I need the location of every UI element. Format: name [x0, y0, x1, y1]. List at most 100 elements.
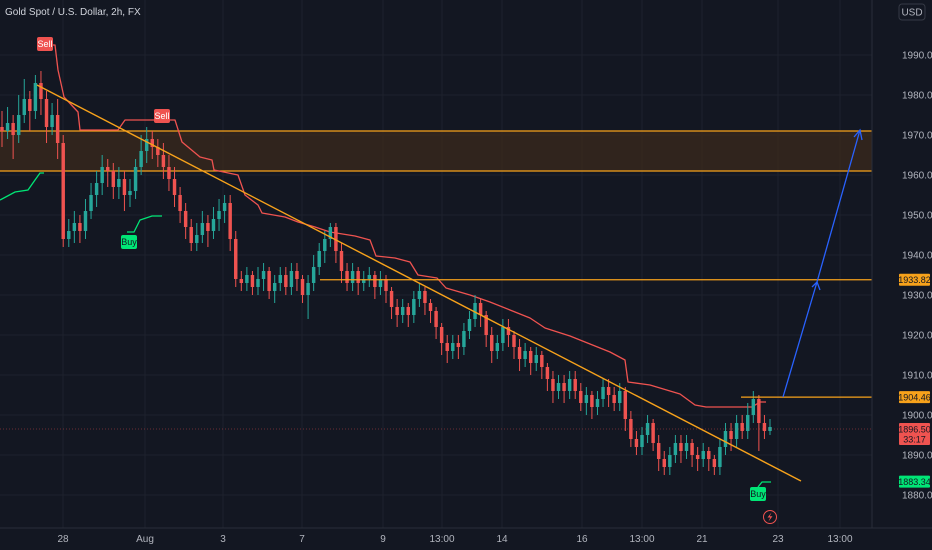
- candle-body[interactable]: [55, 115, 60, 143]
- candle-body[interactable]: [300, 279, 305, 295]
- candle-body[interactable]: [478, 303, 483, 315]
- candle-body[interactable]: [50, 115, 54, 127]
- candle-body[interactable]: [712, 459, 717, 467]
- candle-body[interactable]: [5, 123, 10, 131]
- candle-body[interactable]: [239, 279, 244, 283]
- candle-body[interactable]: [762, 423, 767, 431]
- candle-body[interactable]: [601, 387, 605, 399]
- candle-body[interactable]: [590, 395, 594, 407]
- candle-body[interactable]: [634, 439, 639, 447]
- candle-body[interactable]: [684, 443, 689, 451]
- candle-body[interactable]: [339, 251, 344, 271]
- candle-body[interactable]: [261, 271, 266, 279]
- candle-body[interactable]: [167, 167, 171, 179]
- candle-body[interactable]: [612, 395, 616, 403]
- candle-body[interactable]: [234, 239, 238, 279]
- candle-body[interactable]: [128, 191, 132, 195]
- lightning-icon[interactable]: [763, 510, 777, 524]
- candle-body[interactable]: [467, 319, 472, 331]
- candle-body[interactable]: [495, 343, 500, 351]
- candles[interactable]: [0, 71, 772, 475]
- candle-body[interactable]: [517, 347, 522, 359]
- candle-body[interactable]: [378, 279, 383, 287]
- candle-body[interactable]: [484, 315, 488, 335]
- candle-body[interactable]: [183, 211, 188, 227]
- candle-body[interactable]: [94, 183, 99, 195]
- candle-body[interactable]: [256, 279, 260, 287]
- candle-body[interactable]: [540, 355, 544, 367]
- candle-body[interactable]: [567, 379, 572, 391]
- candle-body[interactable]: [556, 383, 561, 391]
- candle-body[interactable]: [723, 431, 728, 447]
- candle-body[interactable]: [206, 223, 210, 231]
- candle-body[interactable]: [11, 123, 15, 135]
- candle-body[interactable]: [156, 147, 160, 155]
- currency-button-frame[interactable]: [898, 3, 926, 21]
- candle-body[interactable]: [334, 227, 338, 251]
- candle-body[interactable]: [122, 179, 127, 195]
- candle-body[interactable]: [189, 227, 193, 243]
- price-axis[interactable]: 1880.00 1890.00 1900.00 1910.00 1920.00 1930.…: [902, 51, 932, 502]
- candle-body[interactable]: [83, 211, 88, 231]
- candle-body[interactable]: [551, 379, 555, 391]
- candle-body[interactable]: [0, 127, 4, 131]
- candle-body[interactable]: [395, 307, 399, 315]
- candle-body[interactable]: [356, 271, 360, 283]
- candle-body[interactable]: [417, 291, 422, 299]
- candle-body[interactable]: [490, 335, 494, 351]
- candle-body[interactable]: [106, 167, 110, 171]
- candle-body[interactable]: [67, 231, 71, 239]
- candle-body[interactable]: [245, 275, 249, 283]
- candle-body[interactable]: [445, 343, 449, 351]
- candle-body[interactable]: [139, 151, 143, 167]
- candle-body[interactable]: [623, 391, 628, 419]
- candle-body[interactable]: [406, 307, 410, 315]
- drawings[interactable]: [0, 84, 872, 482]
- candle-body[interactable]: [373, 275, 377, 287]
- candle-body[interactable]: [718, 447, 722, 467]
- candle-body[interactable]: [534, 355, 538, 363]
- candle-body[interactable]: [44, 99, 49, 127]
- candle-body[interactable]: [111, 171, 116, 187]
- candle-body[interactable]: [512, 335, 516, 347]
- candle-body[interactable]: [584, 395, 589, 403]
- candle-body[interactable]: [695, 455, 700, 459]
- currency-label[interactable]: USD: [901, 8, 922, 19]
- candle-body[interactable]: [384, 279, 388, 291]
- candle-body[interactable]: [72, 223, 77, 231]
- currency-button[interactable]: USD: [898, 3, 926, 21]
- candle-body[interactable]: [740, 423, 744, 431]
- candle-body[interactable]: [734, 423, 739, 439]
- candle-body[interactable]: [451, 343, 455, 351]
- candle-body[interactable]: [178, 195, 182, 211]
- candle-body[interactable]: [22, 99, 26, 115]
- candle-body[interactable]: [768, 427, 772, 431]
- candle-body[interactable]: [28, 99, 32, 111]
- candle-body[interactable]: [289, 271, 294, 287]
- candle-body[interactable]: [200, 223, 205, 235]
- candle-body[interactable]: [211, 219, 216, 231]
- candle-body[interactable]: [573, 379, 577, 391]
- candle-body[interactable]: [501, 327, 505, 343]
- candle-body[interactable]: [618, 391, 622, 403]
- candle-body[interactable]: [456, 343, 461, 347]
- candle-body[interactable]: [311, 267, 316, 283]
- candle-body[interactable]: [295, 271, 299, 279]
- candle-body[interactable]: [133, 167, 138, 191]
- candle-body[interactable]: [662, 459, 666, 467]
- candle-body[interactable]: [172, 179, 177, 195]
- candle-body[interactable]: [323, 239, 327, 251]
- candle-body[interactable]: [751, 399, 756, 415]
- candle-body[interactable]: [473, 303, 477, 319]
- candle-body[interactable]: [350, 271, 355, 283]
- candle-body[interactable]: [228, 203, 232, 239]
- candle-body[interactable]: [428, 303, 433, 311]
- candle-body[interactable]: [222, 203, 227, 211]
- candle-body[interactable]: [528, 351, 533, 363]
- candle-body[interactable]: [217, 211, 221, 219]
- candle-body[interactable]: [278, 275, 282, 283]
- candle-body[interactable]: [579, 391, 583, 403]
- candle-body[interactable]: [701, 451, 705, 459]
- candle-body[interactable]: [651, 423, 655, 443]
